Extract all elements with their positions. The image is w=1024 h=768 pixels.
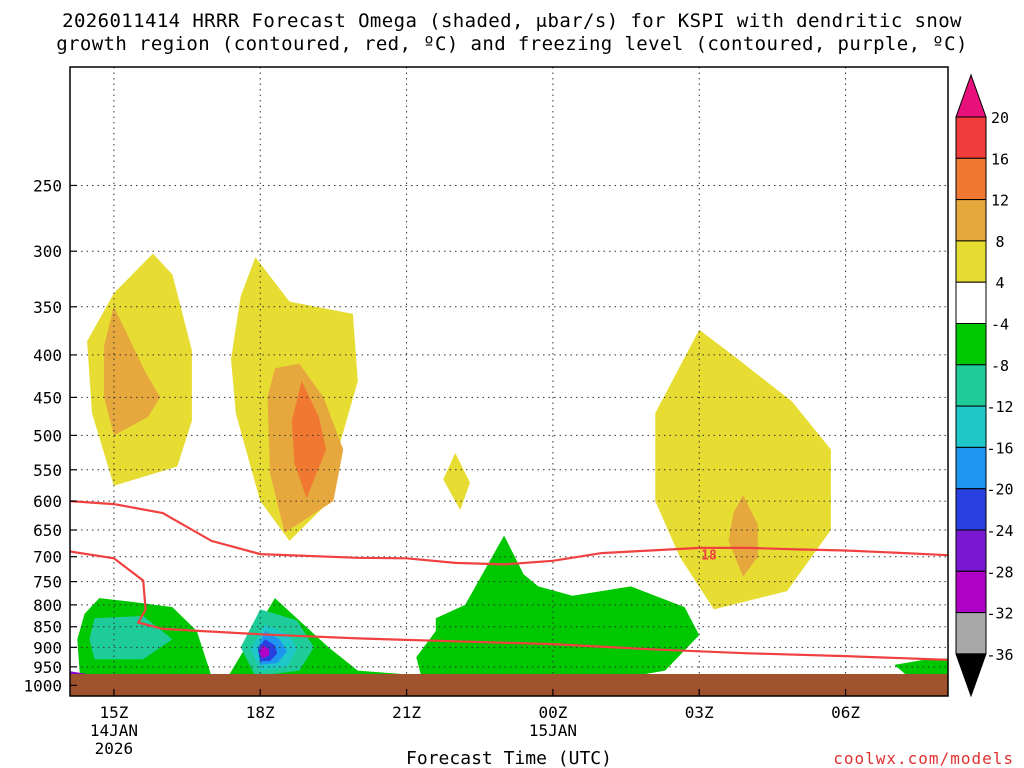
- y-tick-label: 1000: [23, 676, 62, 695]
- colorbar-label: -16: [986, 439, 1013, 457]
- ascent-region: [291, 381, 327, 499]
- dendritic-contour: [70, 500, 948, 566]
- y-tick-label: 250: [33, 176, 62, 195]
- colorbar-label: -8: [991, 357, 1009, 375]
- colorbar-band: [955, 446, 987, 490]
- descent-region: [416, 535, 700, 683]
- colorbar-band: [955, 157, 987, 201]
- y-tick-label: 600: [33, 492, 62, 511]
- colorbar-band: [955, 612, 987, 655]
- y-tick-label: 950: [33, 658, 62, 677]
- y-tick-label: 300: [33, 242, 62, 261]
- colorbar-label: 12: [991, 192, 1009, 210]
- y-tick-label: 850: [33, 618, 62, 637]
- y-tick-label: 400: [33, 346, 62, 365]
- contour-label: 18: [701, 549, 717, 564]
- x-tick-date-label: 15JAN: [529, 721, 577, 740]
- colorbar-band: [955, 199, 987, 242]
- y-tick-label: 550: [33, 461, 62, 480]
- colorbar-band: [955, 570, 987, 614]
- x-tick-label: 06Z: [831, 703, 860, 722]
- colorbar-band: [955, 405, 987, 448]
- colorbar-label: -32: [986, 605, 1013, 623]
- colorbar-top-arrow: [955, 73, 987, 118]
- y-tick-label: 700: [33, 548, 62, 567]
- x-tick-label: 21Z: [392, 703, 421, 722]
- colorbar-band: [955, 364, 987, 407]
- colorbar-bottom-arrow: [955, 653, 987, 698]
- y-tick-label: 650: [33, 521, 62, 540]
- x-tick-date-label: 14JAN: [90, 721, 138, 740]
- colorbar-band: [955, 323, 987, 366]
- y-tick-label: 450: [33, 388, 62, 407]
- x-axis-label: Forecast Time (UTC): [406, 748, 612, 768]
- source-credit: coolwx.com/models: [833, 749, 1014, 768]
- dendritic-contour: [70, 550, 948, 661]
- colorbar-label: 16: [991, 150, 1009, 168]
- ascent-region: [443, 453, 470, 510]
- colorbar-band: [955, 488, 987, 531]
- colorbar-label: 20: [991, 109, 1009, 127]
- descent-region: [259, 645, 269, 659]
- colorbar-band: [955, 529, 987, 572]
- x-tick-label: 15Z: [99, 703, 128, 722]
- x-tick-label: 03Z: [685, 703, 714, 722]
- colorbar-label: -12: [986, 398, 1013, 416]
- x-tick-label: 18Z: [246, 703, 275, 722]
- colorbar: 20 16 12 8 4 -4 -8 -12 -16 -20 -24 -28 -32 -36: [955, 73, 1014, 698]
- plot-frame: [69, 66, 949, 697]
- y-tick-label: 900: [33, 638, 62, 657]
- colorbar-label: -20: [986, 481, 1013, 499]
- x-tick-date-label: 2026: [95, 739, 134, 758]
- ascent-region: [655, 329, 831, 610]
- chart-title-line-2: growth region (contoured, red, ºC) and f…: [56, 33, 968, 55]
- y-tick-label: 750: [33, 573, 62, 592]
- colorbar-label: -36: [986, 646, 1013, 664]
- descent-region: [77, 598, 412, 683]
- ascent-region: [104, 306, 161, 436]
- y-tick-label: 500: [33, 426, 62, 445]
- chart-title-line-1: 2026011414 HRRR Forecast Omega (shaded, …: [62, 10, 962, 32]
- colorbar-label: -4: [991, 316, 1009, 334]
- colorbar-label: 4: [995, 274, 1004, 292]
- colorbar-band: [955, 116, 987, 159]
- colorbar-label: -28: [986, 563, 1013, 581]
- colorbar-band: [955, 240, 987, 283]
- y-tick-label: 800: [33, 596, 62, 615]
- x-tick-label: 00Z: [538, 703, 567, 722]
- colorbar-band: [955, 281, 987, 325]
- y-tick-label: 350: [33, 298, 62, 317]
- ground-surface: [70, 674, 948, 696]
- colorbar-label: -24: [986, 522, 1013, 540]
- colorbar-label: 8: [995, 233, 1004, 251]
- y-axis: 2503003504004505005506006507007508008509…: [23, 176, 77, 695]
